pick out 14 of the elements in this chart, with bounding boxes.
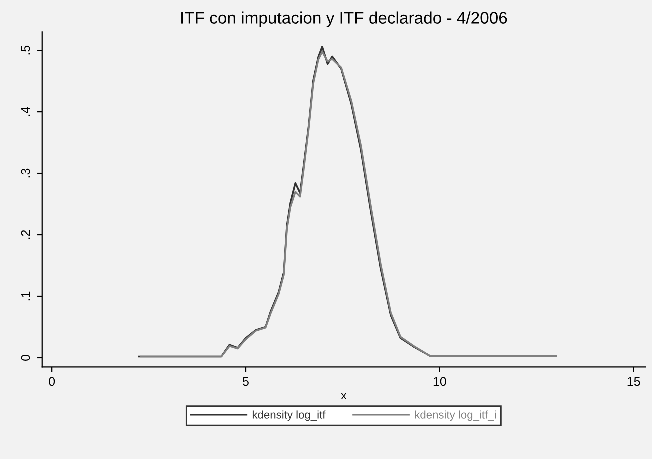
x-tick-label: 15 [628,377,640,386]
y-tick-label: .5 [21,46,30,55]
y-tick-label: .3 [21,168,30,178]
chart-title: ITF con imputacion y ITF declarado - 4/2006 [182,12,508,28]
y-tick-label: .1 [21,292,30,301]
x-tick-label: 10 [434,377,446,386]
y-tick-label: 0 [21,354,30,361]
y-tick-label: .2 [21,230,30,240]
y-tick-label: .4 [21,107,30,116]
x-axis-title: x [341,394,347,400]
x-tick-label: 0 [49,377,56,386]
text: kdensity log_itf_i [415,410,496,422]
text: kdensity log_itf [252,410,326,422]
x-tick-label: 5 [243,377,249,386]
